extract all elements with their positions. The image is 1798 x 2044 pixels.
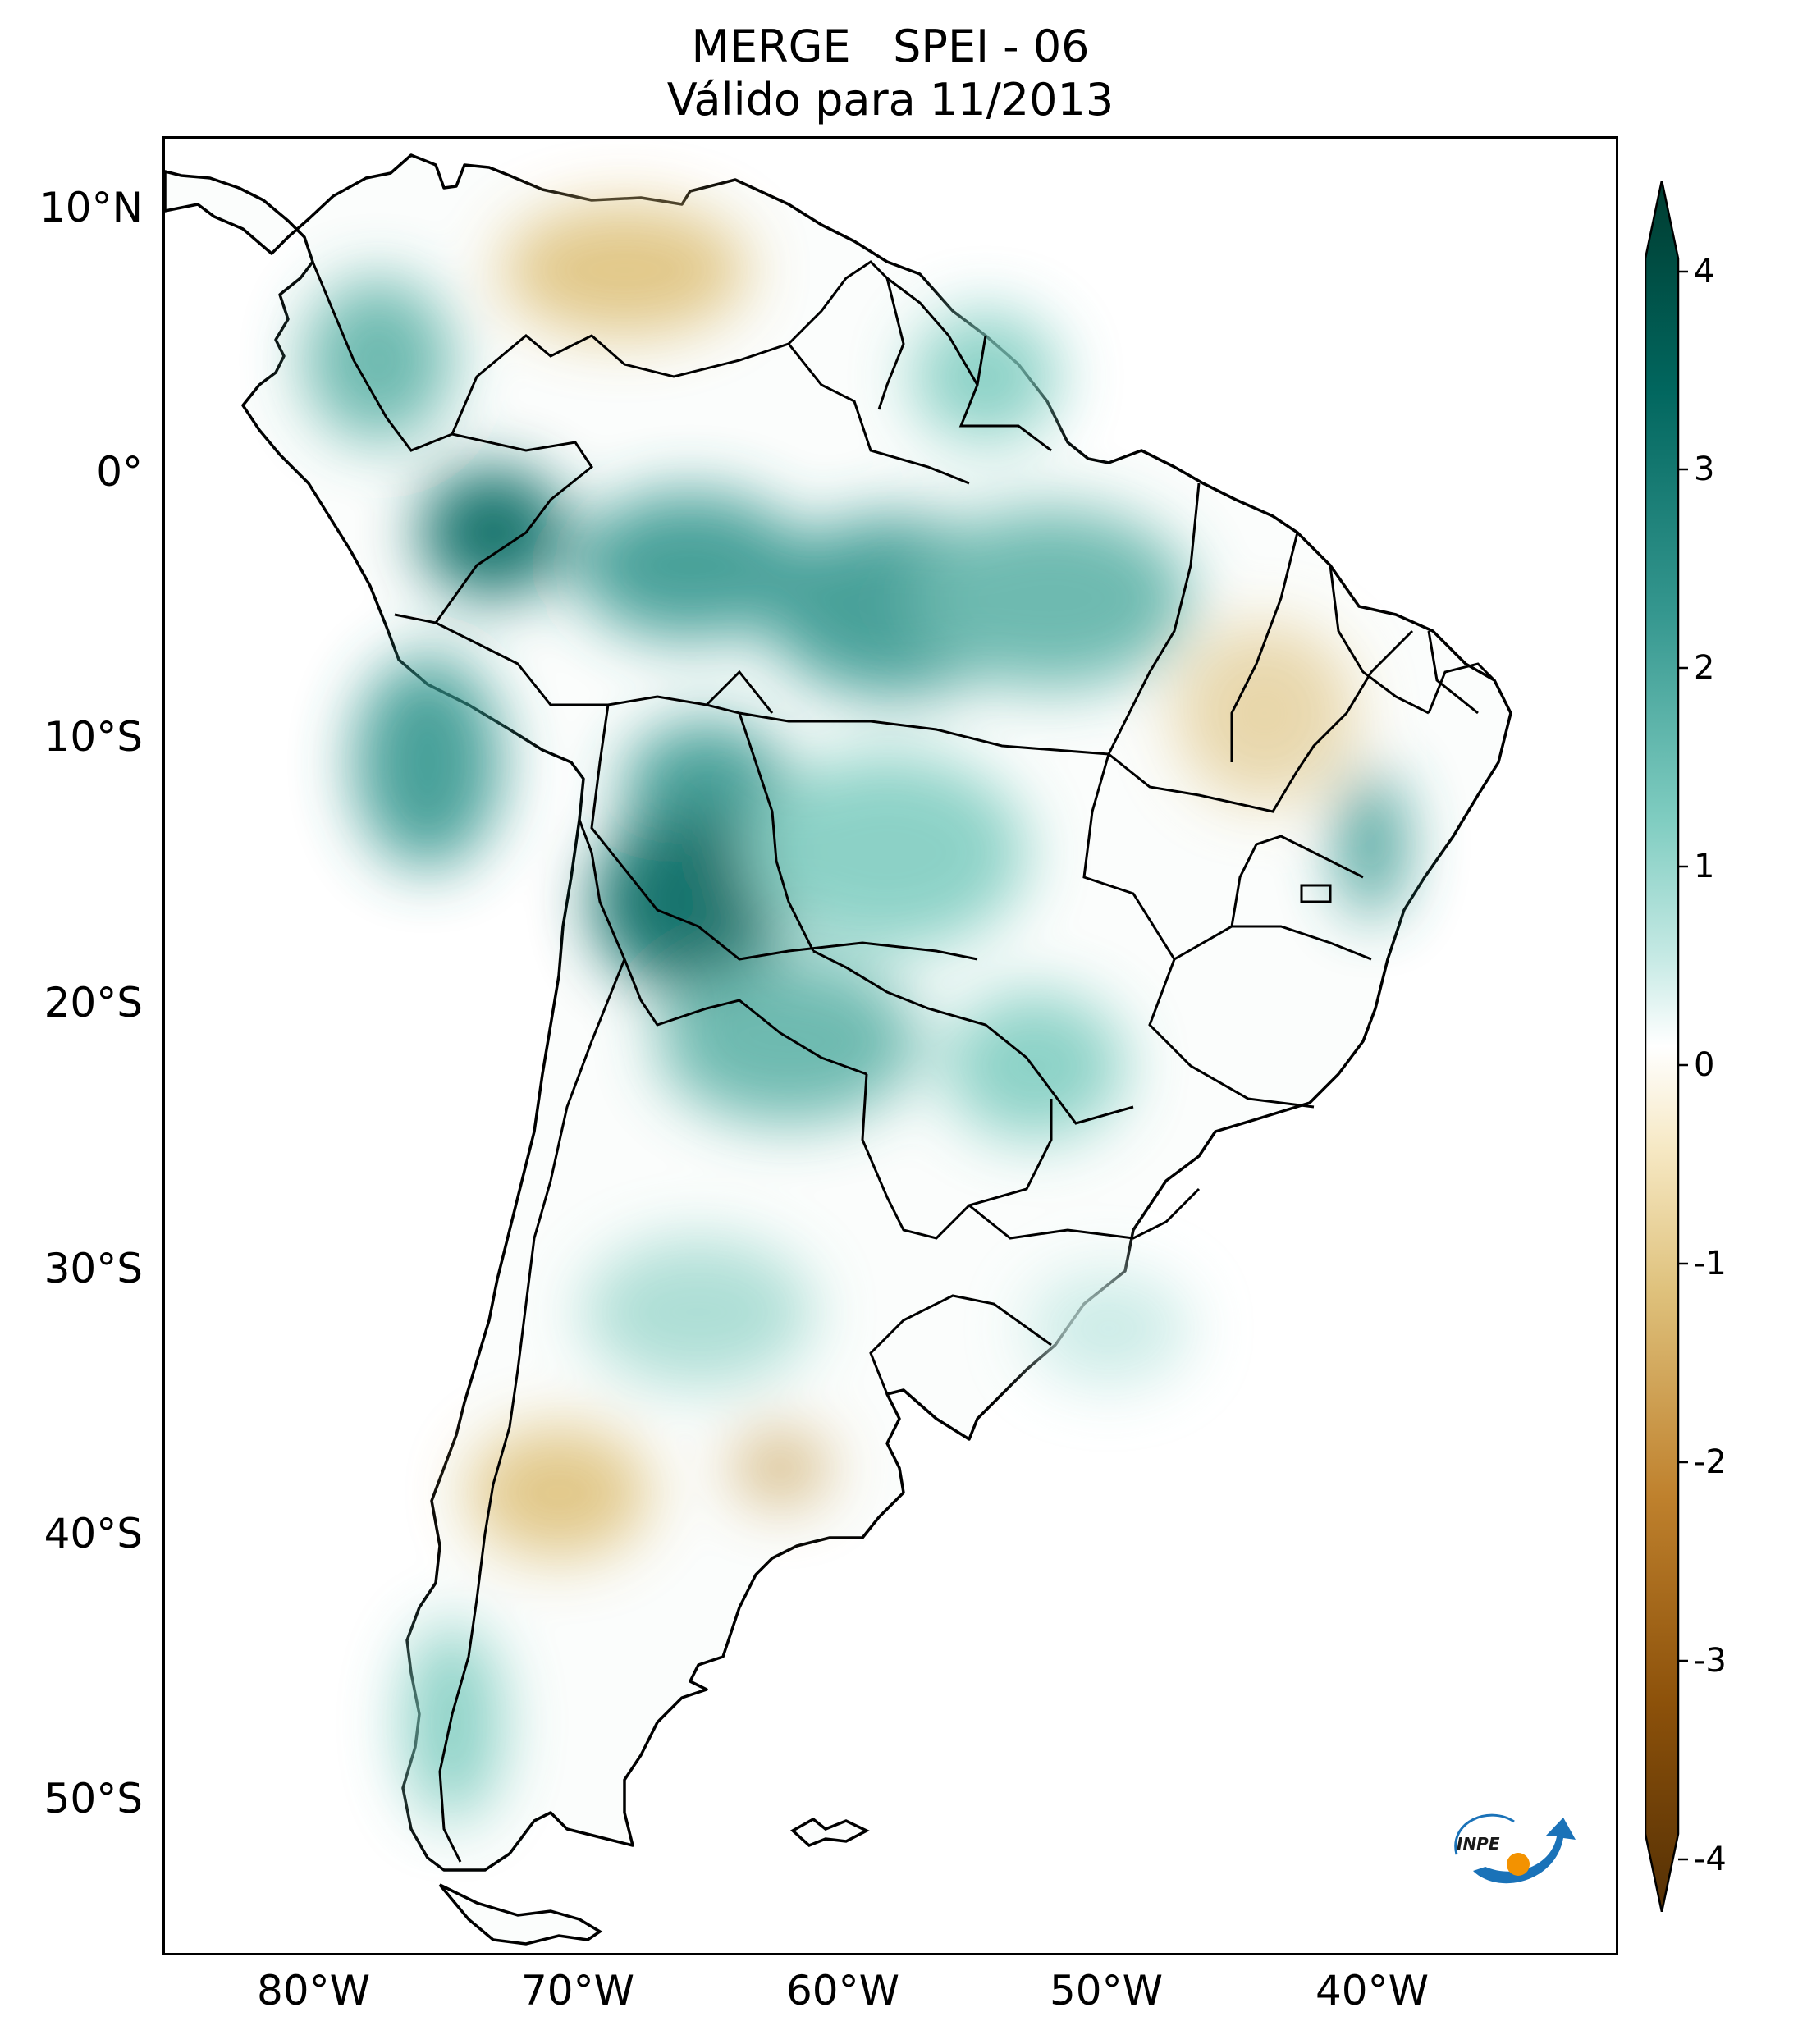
- lat-tick-label: 20°S: [43, 979, 143, 1027]
- inpe-logo: INPE: [1454, 1813, 1576, 1884]
- colorbar-tick-label: 1: [1694, 848, 1715, 885]
- logo-orbit-icon: [1454, 1813, 1515, 1855]
- lat-tick-label: 10°S: [43, 713, 143, 761]
- colorbar-tick-label: 2: [1694, 649, 1715, 687]
- colorbar: [1645, 181, 1688, 1912]
- logo-arrow-icon: [1473, 1818, 1576, 1884]
- colorbar-tick-label: -3: [1694, 1642, 1727, 1680]
- logo-dot-icon: [1507, 1853, 1530, 1876]
- lon-tick-label: 50°W: [1049, 1967, 1164, 2014]
- falkland-islands: [790, 1817, 870, 1848]
- colorbar-ticks: [1678, 270, 1688, 1861]
- colorbar-body: [1645, 181, 1680, 1912]
- colorbar-tick-label: 4: [1694, 253, 1715, 290]
- lat-tick-label: 10°N: [39, 184, 143, 231]
- lon-tick-label: 40°W: [1315, 1967, 1430, 2014]
- lon-tick-label: 70°W: [520, 1967, 635, 2014]
- map-svg: [165, 153, 1512, 1946]
- political-borders: [311, 260, 1496, 1863]
- map-title: MERGE SPEI - 06: [691, 21, 1090, 72]
- lat-tick-label: 40°S: [43, 1510, 143, 1557]
- lon-tick-label: 60°W: [785, 1967, 900, 2014]
- colorbar-tick-label: -4: [1694, 1841, 1727, 1878]
- lat-tick-label: 50°S: [43, 1775, 143, 1822]
- colorbar-tick-label: 0: [1694, 1046, 1715, 1084]
- tierra-del-fuego: [438, 1883, 603, 1946]
- lat-tick-label: 0°: [96, 448, 143, 496]
- map-panel: [162, 136, 1618, 1955]
- map-subtitle: Válido para 11/2013: [666, 74, 1114, 126]
- colorbar-tick-label: 3: [1694, 450, 1715, 488]
- lon-tick-label: 80°W: [256, 1967, 371, 2014]
- colorbar-tick-label: -1: [1694, 1245, 1727, 1283]
- lat-tick-label: 30°S: [43, 1245, 143, 1292]
- logo-text: INPE: [1457, 1834, 1500, 1854]
- spei-anomaly-field: [304, 204, 1404, 1821]
- colorbar-tick-label: -2: [1694, 1443, 1727, 1481]
